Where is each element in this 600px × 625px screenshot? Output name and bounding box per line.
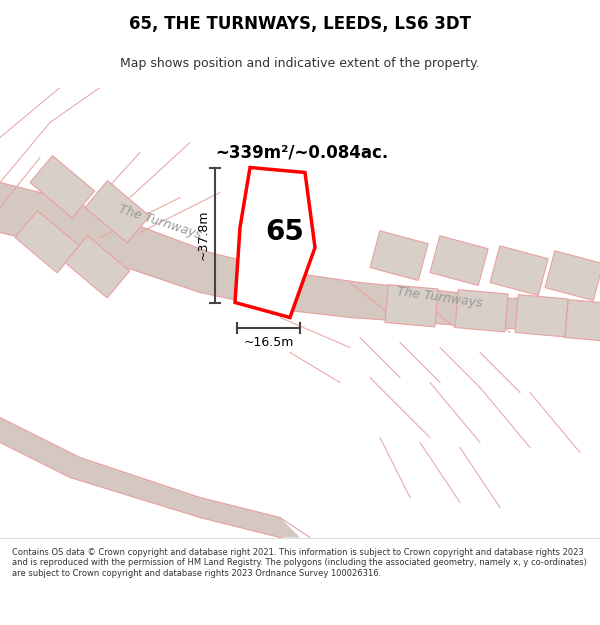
Polygon shape xyxy=(30,156,95,218)
Polygon shape xyxy=(515,294,568,337)
Text: ~16.5m: ~16.5m xyxy=(244,336,293,349)
Polygon shape xyxy=(385,284,438,327)
Text: 65: 65 xyxy=(266,219,304,246)
Text: ~339m²/~0.084ac.: ~339m²/~0.084ac. xyxy=(215,144,388,161)
Text: ~37.8m: ~37.8m xyxy=(197,210,209,260)
Text: Map shows position and indicative extent of the property.: Map shows position and indicative extent… xyxy=(120,56,480,69)
Polygon shape xyxy=(370,231,428,281)
Polygon shape xyxy=(15,211,80,273)
Polygon shape xyxy=(260,258,298,292)
Polygon shape xyxy=(0,182,600,332)
Polygon shape xyxy=(85,181,149,243)
Polygon shape xyxy=(490,246,548,296)
Polygon shape xyxy=(545,251,600,301)
Text: The Turnways: The Turnways xyxy=(397,285,484,310)
Text: The Turnways: The Turnways xyxy=(117,203,203,242)
Polygon shape xyxy=(565,299,600,341)
Polygon shape xyxy=(430,236,488,286)
Polygon shape xyxy=(0,418,300,538)
Polygon shape xyxy=(455,289,508,332)
Polygon shape xyxy=(65,236,130,298)
Text: Contains OS data © Crown copyright and database right 2021. This information is : Contains OS data © Crown copyright and d… xyxy=(12,548,587,578)
Polygon shape xyxy=(255,188,298,232)
Polygon shape xyxy=(235,168,315,318)
Text: 65, THE TURNWAYS, LEEDS, LS6 3DT: 65, THE TURNWAYS, LEEDS, LS6 3DT xyxy=(129,16,471,34)
